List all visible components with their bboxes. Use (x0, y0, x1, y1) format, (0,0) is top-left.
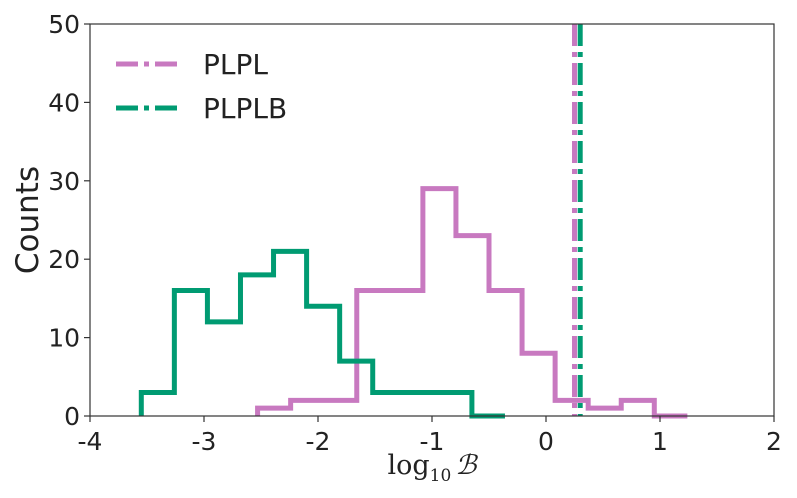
y-tick-label: 30 (48, 167, 80, 196)
x-axis: -4 -3 -2 -1 0 1 2 (78, 416, 782, 456)
legend-label-plplb: PLPLB (203, 92, 287, 125)
x-tick-label: -4 (78, 427, 103, 456)
x-axis-title: log10 ℬ (387, 450, 478, 486)
y-tick-label: 50 (48, 10, 80, 39)
histogram-plpl (255, 186, 688, 419)
x-tick-label: -3 (192, 427, 217, 456)
y-tick-label: 20 (48, 245, 80, 274)
y-tick-label: 40 (48, 88, 80, 117)
x-tick-label: 2 (766, 427, 782, 456)
plot-area-frame (89, 23, 775, 417)
plot-series (138, 186, 688, 419)
x-tick-label: 0 (538, 427, 554, 456)
y-axis-title: Counts (10, 166, 46, 274)
y-tick-label: 0 (64, 402, 80, 431)
x-axis-title-subscript: 10 (430, 466, 452, 486)
x-axis-title-symbol: ℬ (455, 450, 478, 481)
histogram-plplb (138, 248, 505, 419)
x-axis-title-main: log (387, 450, 429, 481)
y-tick-label: 10 (48, 324, 80, 353)
x-tick-label: 1 (652, 427, 668, 456)
legend: PLPL PLPLB (116, 48, 287, 125)
legend-label-plpl: PLPL (203, 48, 268, 81)
x-tick-label: -1 (420, 427, 445, 456)
reference-lines (572, 24, 583, 416)
y-axis: 0 10 20 30 40 50 (48, 10, 90, 431)
x-tick-label: -2 (306, 427, 331, 456)
